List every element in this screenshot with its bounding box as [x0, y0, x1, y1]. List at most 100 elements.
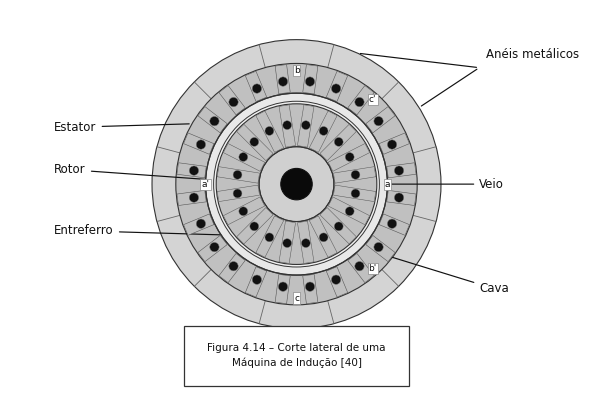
Circle shape — [259, 147, 334, 222]
Circle shape — [319, 127, 328, 135]
Circle shape — [345, 152, 354, 162]
Circle shape — [210, 242, 219, 252]
Polygon shape — [348, 86, 374, 115]
Polygon shape — [184, 214, 214, 235]
Polygon shape — [177, 190, 206, 205]
Circle shape — [214, 101, 379, 267]
Polygon shape — [198, 236, 227, 261]
Circle shape — [152, 40, 441, 329]
Polygon shape — [379, 133, 409, 154]
Circle shape — [233, 189, 242, 198]
Circle shape — [395, 166, 404, 175]
FancyBboxPatch shape — [184, 326, 409, 386]
Circle shape — [374, 242, 383, 252]
Polygon shape — [326, 71, 348, 101]
Circle shape — [239, 152, 248, 162]
Polygon shape — [217, 185, 259, 202]
Circle shape — [265, 127, 274, 135]
Polygon shape — [309, 216, 337, 257]
Circle shape — [387, 219, 397, 228]
Circle shape — [306, 282, 315, 291]
Text: Cava: Cava — [392, 257, 509, 295]
Circle shape — [250, 137, 259, 146]
Text: Entreferro: Entreferro — [54, 224, 228, 237]
Polygon shape — [279, 221, 296, 263]
Polygon shape — [279, 105, 296, 147]
Circle shape — [355, 98, 364, 107]
Polygon shape — [320, 124, 356, 161]
Text: Estator: Estator — [54, 121, 189, 134]
Polygon shape — [256, 216, 284, 257]
Polygon shape — [298, 221, 314, 263]
Polygon shape — [275, 64, 290, 94]
Polygon shape — [379, 214, 409, 235]
Text: b: b — [293, 66, 300, 75]
Polygon shape — [184, 133, 214, 154]
Polygon shape — [245, 267, 267, 297]
Circle shape — [387, 140, 397, 149]
Text: a: a — [385, 179, 390, 189]
Polygon shape — [309, 111, 337, 152]
Circle shape — [334, 137, 343, 146]
Circle shape — [229, 98, 239, 107]
Circle shape — [283, 239, 292, 248]
Polygon shape — [198, 107, 227, 133]
Polygon shape — [219, 86, 245, 115]
Polygon shape — [256, 111, 284, 152]
Text: b': b' — [368, 264, 377, 273]
Circle shape — [331, 275, 341, 284]
Polygon shape — [320, 208, 356, 244]
Circle shape — [355, 261, 364, 271]
Circle shape — [281, 168, 312, 200]
Circle shape — [395, 193, 404, 202]
Polygon shape — [223, 144, 265, 171]
Circle shape — [189, 166, 199, 175]
Circle shape — [301, 121, 310, 130]
Text: Veio: Veio — [316, 178, 504, 191]
Polygon shape — [326, 267, 348, 297]
Circle shape — [306, 77, 315, 86]
Circle shape — [319, 233, 328, 242]
Circle shape — [216, 104, 377, 264]
Circle shape — [278, 282, 288, 291]
Circle shape — [206, 93, 387, 275]
Circle shape — [239, 207, 248, 216]
Circle shape — [233, 170, 242, 179]
Polygon shape — [387, 163, 416, 178]
Circle shape — [331, 84, 341, 93]
Polygon shape — [237, 124, 273, 161]
Text: a': a' — [201, 179, 210, 189]
Polygon shape — [387, 190, 416, 205]
Circle shape — [253, 84, 262, 93]
Polygon shape — [334, 185, 376, 202]
Circle shape — [229, 261, 239, 271]
Text: Rotor: Rotor — [54, 163, 246, 182]
Circle shape — [278, 77, 288, 86]
Polygon shape — [334, 167, 376, 183]
Circle shape — [351, 189, 360, 198]
Polygon shape — [328, 197, 370, 225]
Polygon shape — [237, 208, 273, 244]
Circle shape — [334, 222, 343, 231]
Circle shape — [253, 275, 262, 284]
Circle shape — [345, 207, 354, 216]
Polygon shape — [245, 71, 267, 101]
Polygon shape — [275, 274, 290, 304]
Text: Anéis metálicos: Anéis metálicos — [486, 48, 579, 61]
Circle shape — [189, 193, 199, 202]
Text: Figura 4.14 – Corte lateral de uma
Máquina de Indução [40]: Figura 4.14 – Corte lateral de uma Máqui… — [207, 343, 386, 368]
Circle shape — [301, 239, 310, 248]
Text: c: c — [294, 293, 299, 302]
Circle shape — [176, 63, 417, 305]
Circle shape — [351, 170, 360, 179]
Polygon shape — [303, 274, 318, 304]
Circle shape — [250, 222, 259, 231]
Polygon shape — [366, 107, 395, 133]
Polygon shape — [328, 144, 370, 171]
Text: c': c' — [369, 95, 376, 104]
Polygon shape — [177, 163, 206, 178]
Polygon shape — [348, 254, 374, 283]
Circle shape — [374, 117, 383, 126]
Polygon shape — [303, 64, 318, 94]
Polygon shape — [223, 197, 265, 225]
